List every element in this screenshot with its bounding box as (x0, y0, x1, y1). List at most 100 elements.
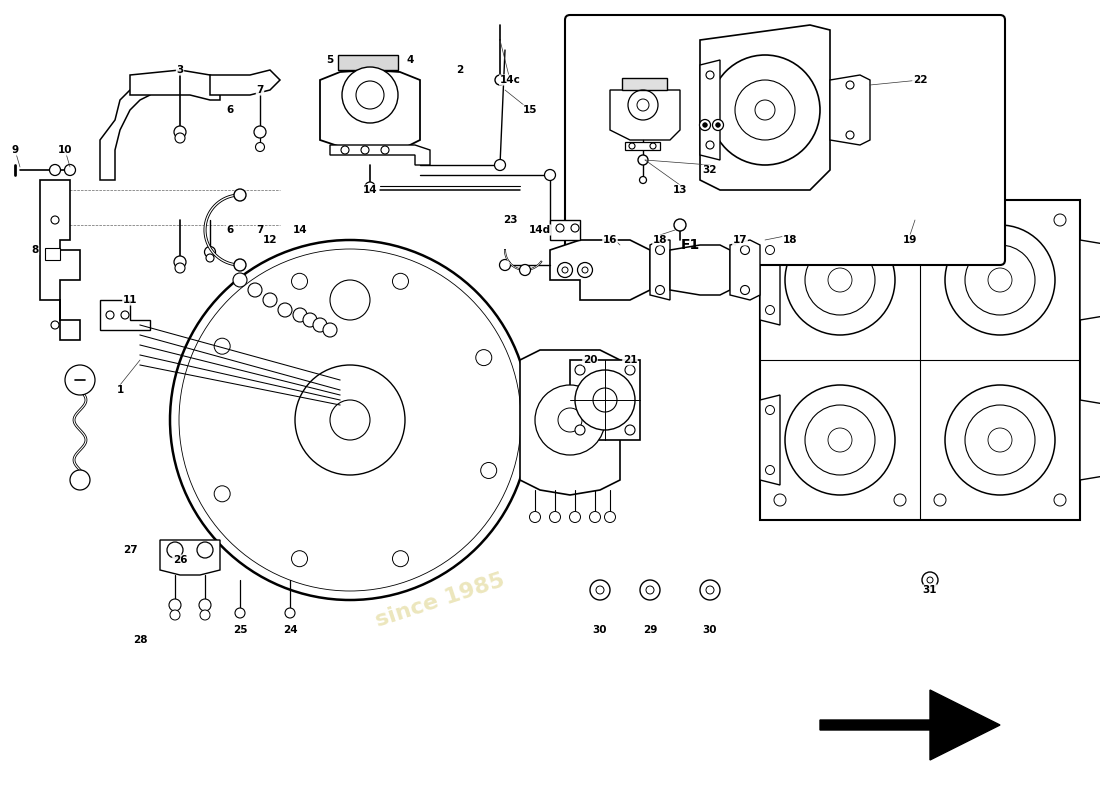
Circle shape (700, 119, 711, 130)
Circle shape (233, 273, 248, 287)
Circle shape (234, 189, 246, 201)
Text: 14c: 14c (499, 75, 520, 85)
Circle shape (174, 256, 186, 268)
Text: 1: 1 (117, 385, 123, 395)
Text: 32: 32 (703, 165, 717, 175)
Circle shape (174, 126, 186, 138)
Circle shape (330, 400, 370, 440)
Text: 29: 29 (642, 625, 657, 635)
Polygon shape (570, 360, 640, 440)
Text: 25: 25 (233, 625, 248, 635)
Circle shape (894, 214, 906, 226)
Circle shape (740, 246, 749, 254)
Circle shape (169, 599, 182, 611)
Circle shape (293, 308, 307, 322)
Text: 7: 7 (256, 225, 264, 235)
Text: 3: 3 (176, 65, 184, 75)
Polygon shape (160, 540, 220, 575)
Circle shape (481, 462, 497, 478)
Circle shape (605, 511, 616, 522)
Text: 4: 4 (406, 55, 414, 65)
Circle shape (285, 608, 295, 618)
Circle shape (544, 170, 556, 181)
Polygon shape (760, 235, 780, 325)
Circle shape (774, 214, 786, 226)
Circle shape (170, 610, 180, 620)
Polygon shape (730, 240, 760, 300)
Circle shape (894, 494, 906, 506)
Circle shape (263, 293, 277, 307)
Polygon shape (700, 60, 720, 160)
Circle shape (640, 580, 660, 600)
Circle shape (330, 280, 370, 320)
Polygon shape (700, 25, 830, 190)
Text: 20: 20 (583, 355, 597, 365)
Circle shape (700, 580, 720, 600)
Text: 22: 22 (913, 75, 927, 85)
Circle shape (278, 303, 292, 317)
Circle shape (323, 323, 337, 337)
Circle shape (988, 268, 1012, 292)
Text: 6: 6 (227, 105, 233, 115)
Circle shape (499, 259, 510, 270)
Text: 9: 9 (11, 145, 19, 155)
Circle shape (575, 425, 585, 435)
Circle shape (625, 365, 635, 375)
Text: 27: 27 (123, 545, 138, 555)
Polygon shape (830, 75, 870, 145)
Circle shape (578, 262, 593, 278)
Circle shape (625, 425, 635, 435)
Circle shape (590, 580, 610, 600)
Circle shape (214, 486, 230, 502)
Circle shape (65, 365, 95, 395)
Circle shape (295, 365, 405, 475)
Polygon shape (670, 245, 730, 295)
Circle shape (562, 267, 568, 273)
Circle shape (703, 122, 707, 127)
Circle shape (175, 263, 185, 273)
Polygon shape (610, 90, 680, 140)
Text: 18: 18 (652, 235, 668, 245)
Polygon shape (1080, 400, 1100, 480)
Text: 16: 16 (603, 235, 617, 245)
Circle shape (50, 165, 60, 175)
Circle shape (234, 259, 246, 271)
Text: 18: 18 (783, 235, 798, 245)
Circle shape (314, 318, 327, 332)
Circle shape (766, 406, 774, 414)
Circle shape (393, 274, 408, 290)
Polygon shape (760, 395, 780, 485)
Circle shape (988, 428, 1012, 452)
Circle shape (292, 274, 308, 290)
Circle shape (550, 511, 561, 522)
Text: 13: 13 (673, 185, 688, 195)
Circle shape (582, 267, 588, 273)
Circle shape (713, 119, 724, 130)
Bar (621, 78, 667, 90)
Circle shape (785, 225, 895, 335)
Circle shape (200, 610, 210, 620)
Circle shape (519, 265, 530, 275)
Text: 10: 10 (57, 145, 73, 155)
Circle shape (167, 542, 183, 558)
Polygon shape (820, 690, 1000, 760)
Circle shape (828, 428, 852, 452)
Circle shape (785, 385, 895, 495)
Text: 14: 14 (363, 185, 377, 195)
Polygon shape (100, 300, 150, 330)
Polygon shape (520, 350, 620, 495)
Text: 28: 28 (133, 635, 147, 645)
Text: 17: 17 (733, 235, 747, 245)
Polygon shape (625, 142, 660, 150)
Circle shape (710, 55, 820, 165)
Text: 8: 8 (32, 245, 39, 255)
Text: 30: 30 (703, 625, 717, 635)
Text: 30: 30 (593, 625, 607, 635)
Polygon shape (550, 220, 580, 240)
Circle shape (1054, 214, 1066, 226)
Circle shape (197, 542, 213, 558)
Circle shape (175, 133, 185, 143)
Circle shape (70, 470, 90, 490)
Polygon shape (650, 240, 670, 300)
Text: 5: 5 (327, 55, 333, 65)
